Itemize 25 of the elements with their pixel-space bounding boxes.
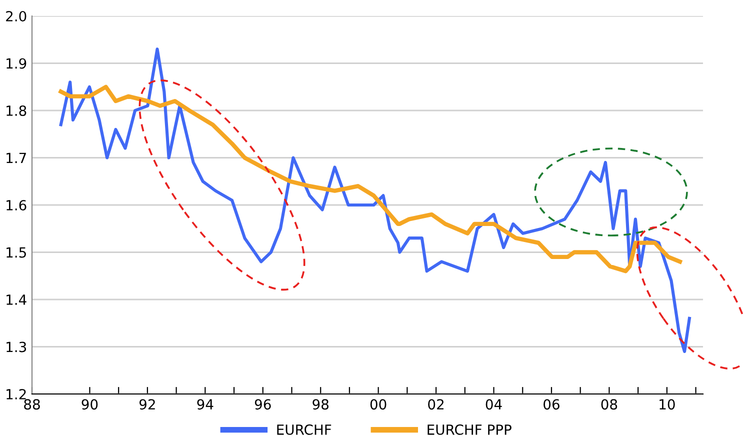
y-tick-label: 1.7 xyxy=(6,152,26,164)
x-tick-label: 88 xyxy=(24,399,40,410)
x-tick-label: 08 xyxy=(601,399,618,410)
x-tick-label: 06 xyxy=(544,399,560,410)
y-tick-label: 1.6 xyxy=(6,200,26,210)
x-tick-label: 10 xyxy=(660,399,675,410)
y-tick-label: 1.3 xyxy=(6,342,26,352)
legend-label: EURCHF PPP xyxy=(428,424,512,435)
line-series xyxy=(58,84,682,274)
y-tick-label: 2.0 xyxy=(6,10,26,22)
x-tick-label: 98 xyxy=(312,399,328,410)
y-tick-label: 1.2 xyxy=(6,388,26,400)
y-tick-label: 1.5 xyxy=(6,247,26,258)
x-tick-label: 90 xyxy=(82,399,98,410)
line-series xyxy=(59,48,691,354)
x-tick-label: 04 xyxy=(486,399,502,410)
x-tick-label: 96 xyxy=(254,399,271,410)
x-tick-label: 94 xyxy=(197,399,214,410)
x-tick-label: 92 xyxy=(139,399,155,410)
y-tick-label: 1.4 xyxy=(6,294,26,305)
x-tick-label: 02 xyxy=(428,399,444,410)
y-tick-label: 1.9 xyxy=(6,58,26,69)
legend-label: EURCHF xyxy=(277,424,332,435)
y-tick-label: 1.8 xyxy=(6,105,26,116)
x-tick-label: 00 xyxy=(370,399,386,410)
